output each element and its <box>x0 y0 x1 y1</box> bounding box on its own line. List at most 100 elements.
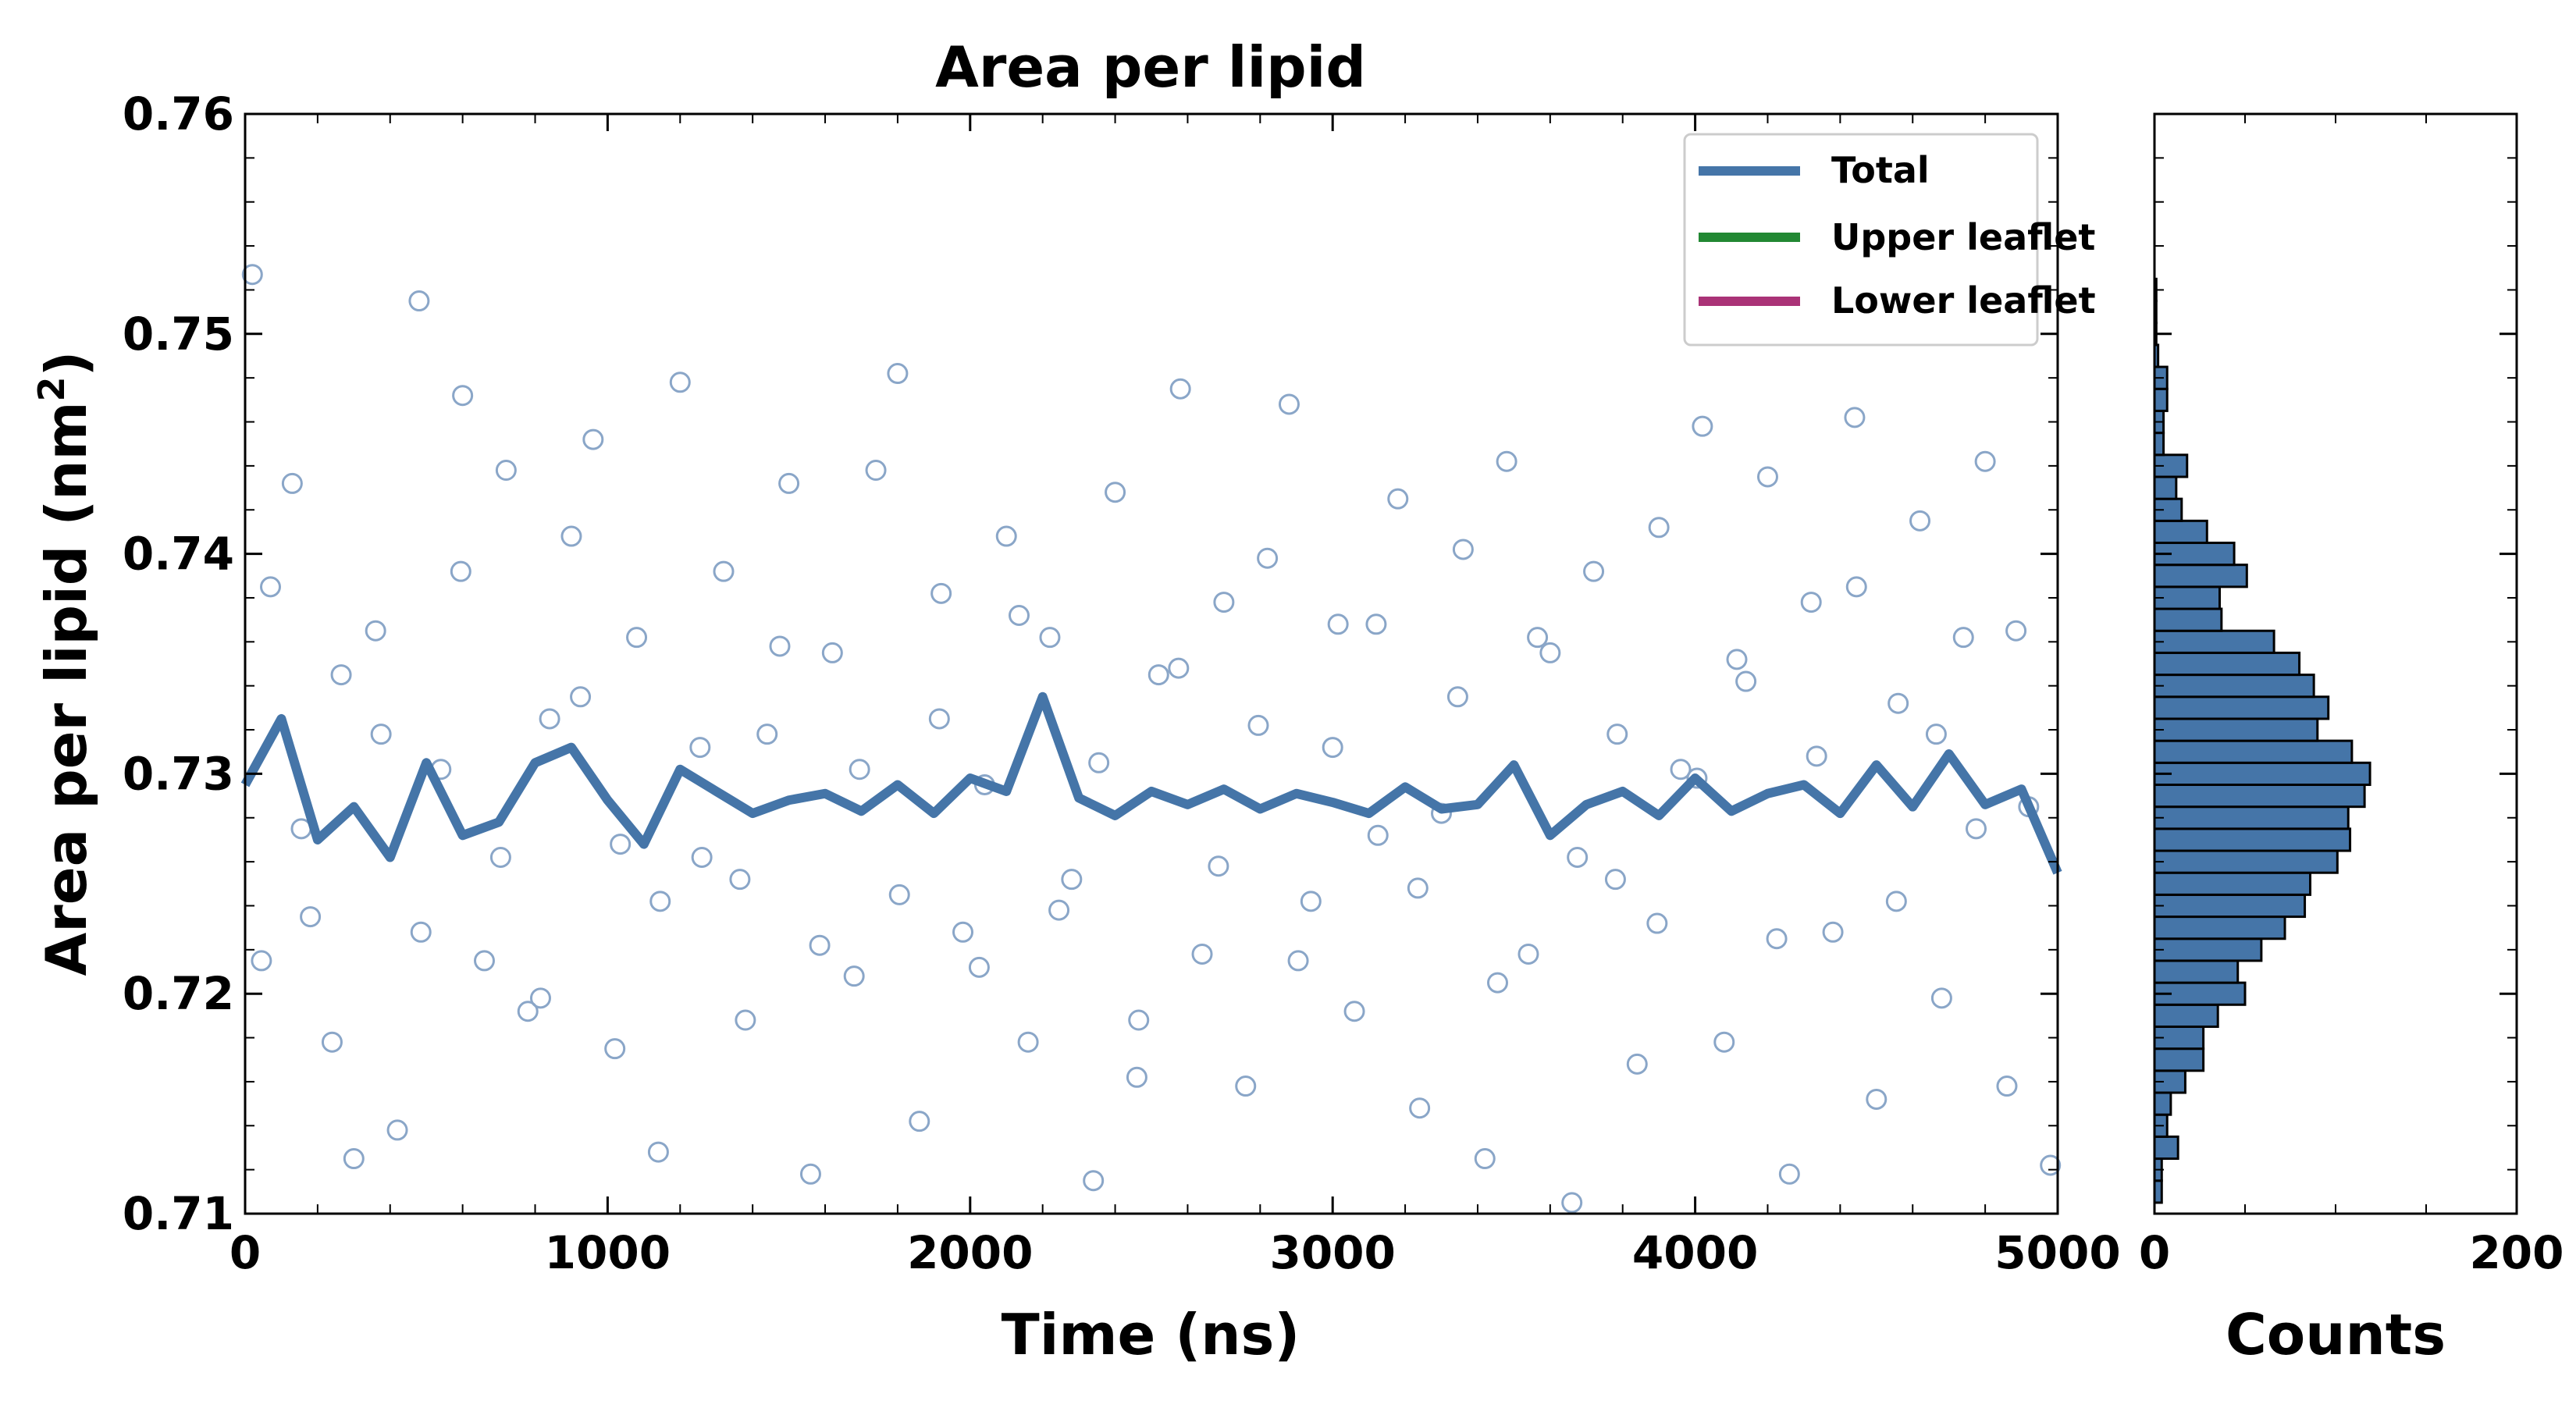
scatter-point <box>450 560 471 582</box>
scatter-point <box>386 1119 408 1141</box>
scatter-point <box>1844 407 1866 428</box>
histogram-plot-area: 0 200 <box>2139 112 2564 1279</box>
histogram-bar <box>2153 519 2208 545</box>
scatter-point <box>849 759 870 780</box>
scatter-point <box>370 724 392 745</box>
scatter-point <box>1126 1066 1147 1088</box>
scatter-point <box>1996 1076 2018 1097</box>
scatter-point <box>1966 818 1987 840</box>
x-tick-label: 0 <box>229 1226 261 1279</box>
scatter-point <box>1235 1076 1257 1097</box>
scatter-point <box>778 472 800 494</box>
scatter-point <box>300 906 322 928</box>
scatter-point <box>570 686 592 708</box>
histogram-bar <box>2153 827 2352 852</box>
scatter-point <box>1713 1031 1735 1053</box>
scatter-point <box>1061 869 1083 891</box>
scatter-point <box>1088 752 1110 773</box>
scatter-point <box>769 635 791 657</box>
scatter-point <box>1670 759 1692 780</box>
scatter-point <box>1474 1148 1496 1170</box>
legend: Total Upper leaflet Lower leaflet <box>1683 133 2096 347</box>
y-tick-label: 0.75 <box>123 308 234 361</box>
scatter-point <box>610 834 632 855</box>
main-plot-frame <box>244 112 2059 1215</box>
scatter-point <box>1756 466 1778 488</box>
scatter-point <box>1726 649 1748 670</box>
x-axis-label: Time (ns) <box>1002 1302 1300 1367</box>
scatter-point <box>1487 972 1509 994</box>
scatter-point <box>1686 767 1708 789</box>
scatter-point <box>1247 714 1269 736</box>
scatter-point <box>281 472 303 494</box>
scatter-point <box>1539 642 1561 663</box>
scatter-point <box>729 869 751 891</box>
scatter-point <box>410 921 432 943</box>
histogram-bar <box>2153 959 2240 984</box>
scatter-point <box>865 460 887 482</box>
histogram-bar <box>2153 1091 2172 1116</box>
hist-x-tick-label: 0 <box>2139 1226 2170 1279</box>
scatter-point <box>691 846 713 868</box>
scatter-point <box>1300 891 1322 912</box>
scatter-point <box>1327 613 1349 635</box>
scatter-point <box>582 428 604 450</box>
scatter-point <box>1105 482 1126 503</box>
scatter-point <box>888 884 910 905</box>
scatter-point <box>495 460 517 482</box>
histogram-x-axis-label: Counts <box>2226 1302 2446 1367</box>
histogram-bar <box>2153 629 2275 654</box>
scatter-point <box>529 987 551 1009</box>
scatter-point <box>1800 592 1822 613</box>
histogram-bar <box>2153 564 2248 588</box>
histogram-bar <box>2153 1003 2219 1028</box>
scatter-point <box>1083 1170 1105 1192</box>
scatter-point <box>2040 1154 2062 1176</box>
scatter-point <box>1606 724 1628 745</box>
y-axis-label-main: Area per lipid (nm <box>34 401 99 976</box>
scatter-point <box>1604 869 1626 891</box>
scatter-point <box>1387 488 1409 510</box>
histogram-bar <box>2153 432 2165 457</box>
scatter-point <box>1952 627 1974 649</box>
scatter-point <box>1822 921 1844 943</box>
scatter-point <box>1452 539 1474 560</box>
series-line-total <box>240 692 2062 875</box>
y-tick-label: 0.73 <box>123 747 234 800</box>
scatter-point <box>1626 1053 1648 1075</box>
scatter-point <box>330 664 352 686</box>
scatter-point <box>1925 724 1947 745</box>
scatter-point <box>1909 510 1931 532</box>
scatter-point <box>1496 450 1517 472</box>
scatter-point <box>260 576 282 598</box>
scatter-point <box>1008 605 1030 627</box>
scatter-point <box>560 525 582 547</box>
scatter-point <box>1128 1009 1150 1031</box>
scatter-point <box>1365 613 1387 635</box>
scatter-point <box>1885 891 1907 912</box>
legend-label-lower-leaflet: Lower leaflet <box>1831 279 2096 322</box>
x-tick-label: 1000 <box>545 1226 671 1279</box>
scatter-point <box>649 891 671 912</box>
scatter-point <box>1845 576 1867 598</box>
legend-label-upper-leaflet: Upper leaflet <box>1831 216 2095 258</box>
scatter-point <box>713 560 735 582</box>
scatter-point <box>952 921 974 943</box>
histogram-bar <box>2153 871 2312 896</box>
scatter-point <box>928 708 950 730</box>
histogram-bar <box>2153 1047 2205 1072</box>
histogram-bar <box>2153 475 2178 500</box>
scatter-point <box>1806 745 1827 767</box>
x-tick-label: 5000 <box>1994 1226 2120 1279</box>
histogram-bar <box>2153 916 2286 940</box>
scatter-point <box>1409 1097 1431 1119</box>
scatter-point <box>1287 950 1309 972</box>
scatter-point <box>689 737 711 759</box>
x-tick-label: 4000 <box>1632 1226 1758 1279</box>
scatter-point <box>909 1111 930 1132</box>
scatter-point <box>995 525 1017 547</box>
histogram-bar <box>2153 651 2301 677</box>
scatter-point <box>489 846 511 868</box>
